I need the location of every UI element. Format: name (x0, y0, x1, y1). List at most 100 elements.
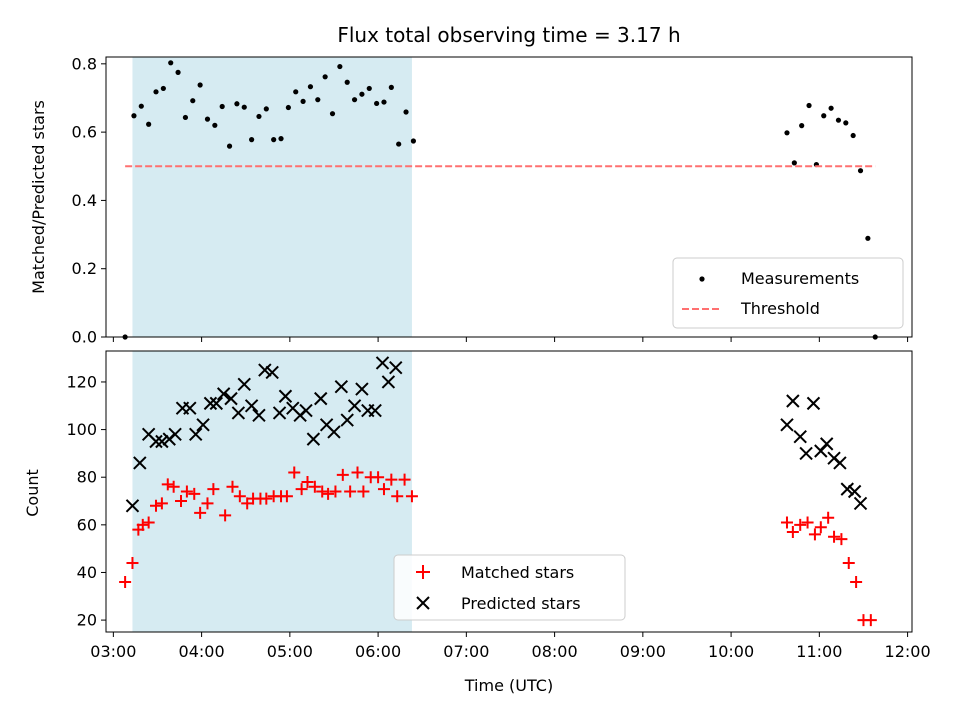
matched-star-point (385, 473, 398, 486)
predicted-star-point (840, 482, 854, 496)
matched-star-point (280, 490, 293, 503)
matched-star-point (322, 487, 335, 500)
x-tick-label: 05:00 (267, 642, 313, 661)
measurement-point (843, 120, 849, 126)
predicted-star-point (327, 425, 341, 439)
y-tick-label: 100 (66, 420, 97, 439)
matched-star-point (188, 487, 201, 500)
matched-star-point (344, 485, 357, 498)
predicted-star-point (125, 499, 140, 513)
measurement-point (285, 104, 291, 111)
measurement-point (271, 137, 277, 143)
measurement-point (799, 123, 805, 129)
legend-predicted-label: Predicted stars (461, 594, 581, 613)
y-tick-label: 0.2 (72, 259, 97, 278)
predicted-star-point (355, 382, 369, 396)
matched-star-point (288, 466, 301, 479)
predicted-star-point (168, 427, 182, 442)
x-tick-label: 03:00 (90, 642, 136, 661)
measurement-point (381, 99, 387, 105)
measurement-point (263, 106, 269, 112)
y-tick-label: 80 (77, 468, 97, 487)
measurement-point (234, 101, 240, 107)
predicted-star-point (189, 427, 203, 442)
legend-matched-swatch (416, 565, 430, 579)
matched-star-point (808, 528, 821, 541)
x-tick-label: 11:00 (796, 642, 842, 661)
predicted-star-point (244, 399, 259, 413)
predicted-star-point (334, 380, 349, 394)
predicted-star-point (149, 434, 163, 449)
predicted-star-point (347, 399, 362, 413)
top-legend: Measurements Threshold (672, 257, 904, 329)
predicted-star-point (252, 408, 266, 423)
matched-star-point (377, 483, 390, 496)
matched-star-point (372, 471, 385, 484)
matched-star-point (351, 466, 364, 479)
matched-star-point (301, 475, 314, 488)
y-tick-label: 0.8 (72, 54, 97, 73)
predicted-star-point (265, 365, 279, 380)
predicted-star-point (389, 360, 403, 375)
measurement-point (219, 103, 225, 110)
legend-predicted-swatch (416, 596, 430, 610)
y-tick-label: 0.0 (72, 328, 97, 347)
measurement-point (249, 137, 255, 143)
predicted-star-point (133, 456, 147, 470)
measurement-point (806, 102, 812, 109)
matched-star-point (786, 525, 799, 538)
legend-measurements-swatch (699, 276, 705, 282)
measurement-point (322, 74, 328, 80)
bottom-y-axis-label: Count (23, 469, 42, 517)
predicted-star-point (853, 496, 868, 511)
measurement-point (396, 141, 402, 147)
measurement-point (315, 97, 321, 103)
bottom-legend: Matched stars Predicted stars (393, 554, 626, 621)
matched-star-point (316, 485, 329, 498)
measurement-point (850, 132, 856, 139)
predicted-star-point (340, 413, 354, 427)
measurement-point (374, 100, 380, 107)
matched-star-point (828, 530, 841, 543)
matched-star-point (357, 485, 370, 498)
x-tick-label: 12:00 (885, 642, 931, 661)
x-tick-label: 08:00 (532, 642, 578, 661)
top-y-axis-label: Matched/Predicted stars (29, 100, 48, 294)
matched-star-point (850, 575, 863, 588)
measurement-point (410, 138, 416, 144)
measurement-point (197, 82, 203, 88)
measurement-point (784, 130, 790, 136)
observing-window-shade-top (132, 57, 412, 337)
matched-star-point (136, 518, 149, 531)
predicted-star-point (806, 396, 821, 411)
measurement-point (226, 143, 233, 149)
measurement-point (175, 69, 181, 75)
matched-star-point (161, 478, 174, 491)
measurement-point (351, 97, 358, 103)
matched-star-point (201, 497, 214, 510)
chart-title: Flux total observing time = 3.17 h (337, 23, 680, 47)
predicted-star-point (306, 432, 321, 446)
matched-star-point (308, 480, 321, 493)
measurement-point (835, 117, 842, 123)
measurement-point (138, 103, 144, 109)
measurement-point (857, 168, 864, 174)
bottom-legend-box (393, 554, 626, 621)
measurement-point (131, 113, 137, 119)
matched-star-point (835, 533, 848, 546)
predicted-star-point (183, 401, 197, 415)
predicted-star-point (272, 406, 287, 420)
matched-star-point (794, 518, 807, 531)
matched-star-point (801, 516, 814, 529)
measurement-point (359, 91, 365, 97)
measurement-point (403, 109, 409, 115)
legend-measurements-label: Measurements (741, 269, 859, 288)
bottom-panel-marks (119, 356, 877, 627)
matched-star-point (233, 490, 246, 503)
predicted-star-point (819, 437, 834, 451)
predicted-star-point (299, 403, 313, 418)
predicted-star-point (224, 391, 238, 406)
predicted-star-point (155, 434, 169, 449)
matched-star-point (814, 521, 827, 534)
y-tick-label: 60 (77, 515, 97, 534)
